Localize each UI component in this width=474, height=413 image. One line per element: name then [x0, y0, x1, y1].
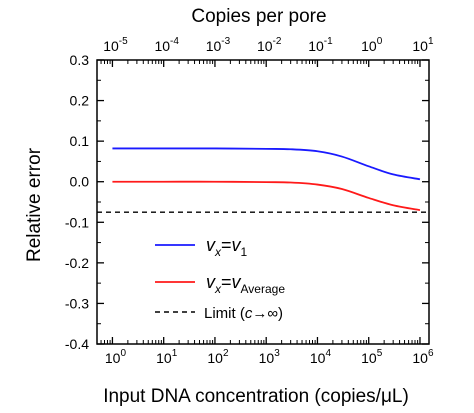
x2-tick-label: 100 [361, 36, 383, 54]
x2-tick-label: 10-1 [308, 36, 333, 54]
legend-label-0: vx=v1 [206, 235, 248, 259]
x-tick-label: 103 [259, 348, 281, 366]
top-axis-title: Copies per pore [191, 6, 326, 27]
plot-frame [96, 59, 430, 345]
y-tick-label: -0.2 [65, 255, 89, 271]
series-lines [97, 147, 429, 213]
y-axis-title: Relative error [24, 147, 45, 262]
series-line-0 [112, 147, 421, 181]
x2-tick-label: 10-5 [103, 36, 128, 54]
ticks: -0.4 -0.3 -0.2 -0.1 0.0 0.1 0.2 0.3 100 101 102 103… [65, 36, 434, 366]
x-tick-label: 102 [207, 348, 229, 366]
x-axis-title: Input DNA concentration (copies/μL) [103, 386, 409, 407]
x2-tick-label: 10-3 [206, 36, 231, 54]
x-tick-label: 104 [310, 348, 332, 366]
y-tick-label: 0.0 [70, 174, 90, 190]
x-tick-label: 106 [412, 348, 434, 366]
x2-tick-label: 10-2 [257, 36, 282, 54]
x-tick-label: 105 [361, 348, 383, 366]
x2-tick-label: 101 [412, 36, 434, 54]
y-tick-label: 0.3 [70, 52, 90, 68]
y-tick-label: -0.1 [65, 214, 89, 230]
legend-label-2: Limit (c→∞) [204, 305, 283, 322]
series-line-1 [112, 180, 421, 211]
y-tick-label: 0.1 [70, 133, 90, 149]
legend-label-1: vx=vAverage [206, 272, 285, 296]
x-tick-label: 100 [105, 348, 127, 366]
x-tick-label: 101 [156, 348, 178, 366]
y-tick-label: -0.4 [65, 336, 89, 352]
y-tick-label: 0.2 [70, 93, 90, 109]
x2-tick-label: 10-4 [154, 36, 179, 54]
legend: vx=v1 vx=vAverage Limit (c→∞) [155, 235, 285, 322]
y-tick-label: -0.3 [65, 295, 89, 311]
